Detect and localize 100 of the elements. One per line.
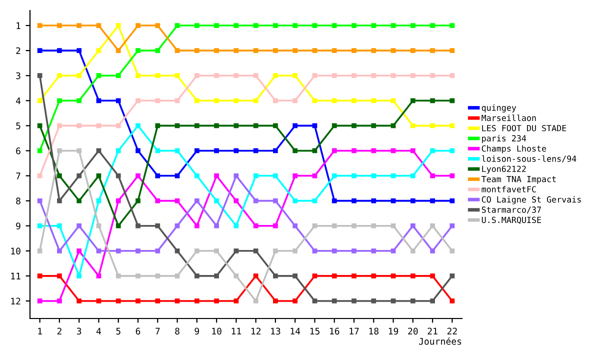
point [430,223,435,228]
point [116,223,121,228]
point [292,198,298,204]
point [292,223,298,228]
point [136,148,140,154]
point [136,298,140,304]
point [273,23,278,28]
point [410,274,416,278]
point [273,173,278,178]
point [96,123,102,128]
point [430,98,435,104]
point [410,98,416,104]
point [76,198,82,204]
x-tick-label: 1 [38,328,42,334]
point [430,23,435,28]
point [390,123,396,128]
point [430,123,435,128]
point [352,148,356,154]
point [410,148,416,154]
point [234,248,239,254]
point [390,198,396,204]
point [430,248,435,254]
point [76,23,82,28]
point [371,173,376,178]
point [253,248,258,254]
point [37,73,42,78]
point [37,123,42,128]
point [371,223,376,228]
point [292,48,298,53]
point [234,73,239,78]
y-tick-label: 12 [11,298,20,304]
point [312,198,318,204]
point [194,73,200,78]
point [214,48,219,53]
point [174,248,180,254]
point [273,48,278,53]
point [450,274,455,278]
point [76,148,82,154]
point [352,73,356,78]
point [57,274,62,278]
point [292,298,298,304]
point [76,274,82,278]
point [116,98,121,104]
point [273,248,278,254]
point [234,148,239,154]
point [371,298,376,304]
x-tick-label: 19 [388,328,398,335]
point [312,173,318,178]
point [116,274,121,278]
point [253,274,258,278]
point [253,198,258,204]
point [292,248,298,254]
point [76,223,82,228]
point [253,123,258,128]
point [57,23,62,28]
point [390,98,396,104]
point [214,248,219,254]
point [194,98,200,104]
x-tick-label: 21 [428,328,438,334]
point [430,73,435,78]
point [371,198,376,204]
y-tick-label: 7 [16,172,20,180]
point [390,48,396,53]
point [57,148,62,154]
point [332,173,337,178]
point [76,298,82,304]
point [214,223,219,228]
point [371,248,376,254]
point [136,248,140,254]
point [174,274,180,278]
point [332,73,337,78]
legend-label: Starmarco/37 [482,206,541,214]
point [352,173,356,178]
point [352,23,356,28]
point [57,98,62,104]
point [57,123,62,128]
point [273,73,278,78]
point [410,248,416,254]
point [371,98,376,104]
point [234,198,239,204]
point [332,48,337,53]
point [214,173,219,178]
point [57,198,62,204]
point [174,98,180,104]
point [214,148,219,154]
point [430,274,435,278]
point [37,23,42,28]
legend-label: paris 234 [482,135,526,144]
x-tick-label: 4 [96,328,102,334]
point [292,123,298,128]
point [410,23,416,28]
point [116,248,121,254]
point [253,173,258,178]
x-tick-label: 5 [116,328,120,335]
point [410,298,416,304]
point [332,23,337,28]
point [390,148,396,154]
point [332,223,337,228]
point [332,123,337,128]
legend-label: Lyon62122 [482,166,526,174]
